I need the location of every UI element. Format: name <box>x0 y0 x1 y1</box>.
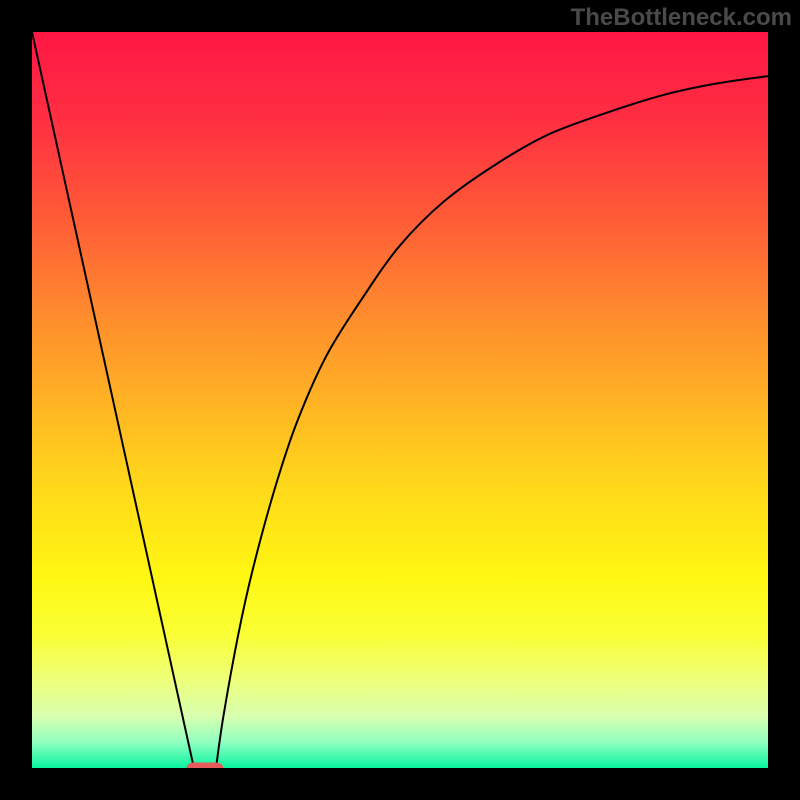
chart-container: TheBottleneck.com <box>0 0 800 800</box>
chart-background <box>32 32 768 768</box>
watermark-text: TheBottleneck.com <box>571 4 792 32</box>
bottleneck-chart <box>0 0 800 800</box>
